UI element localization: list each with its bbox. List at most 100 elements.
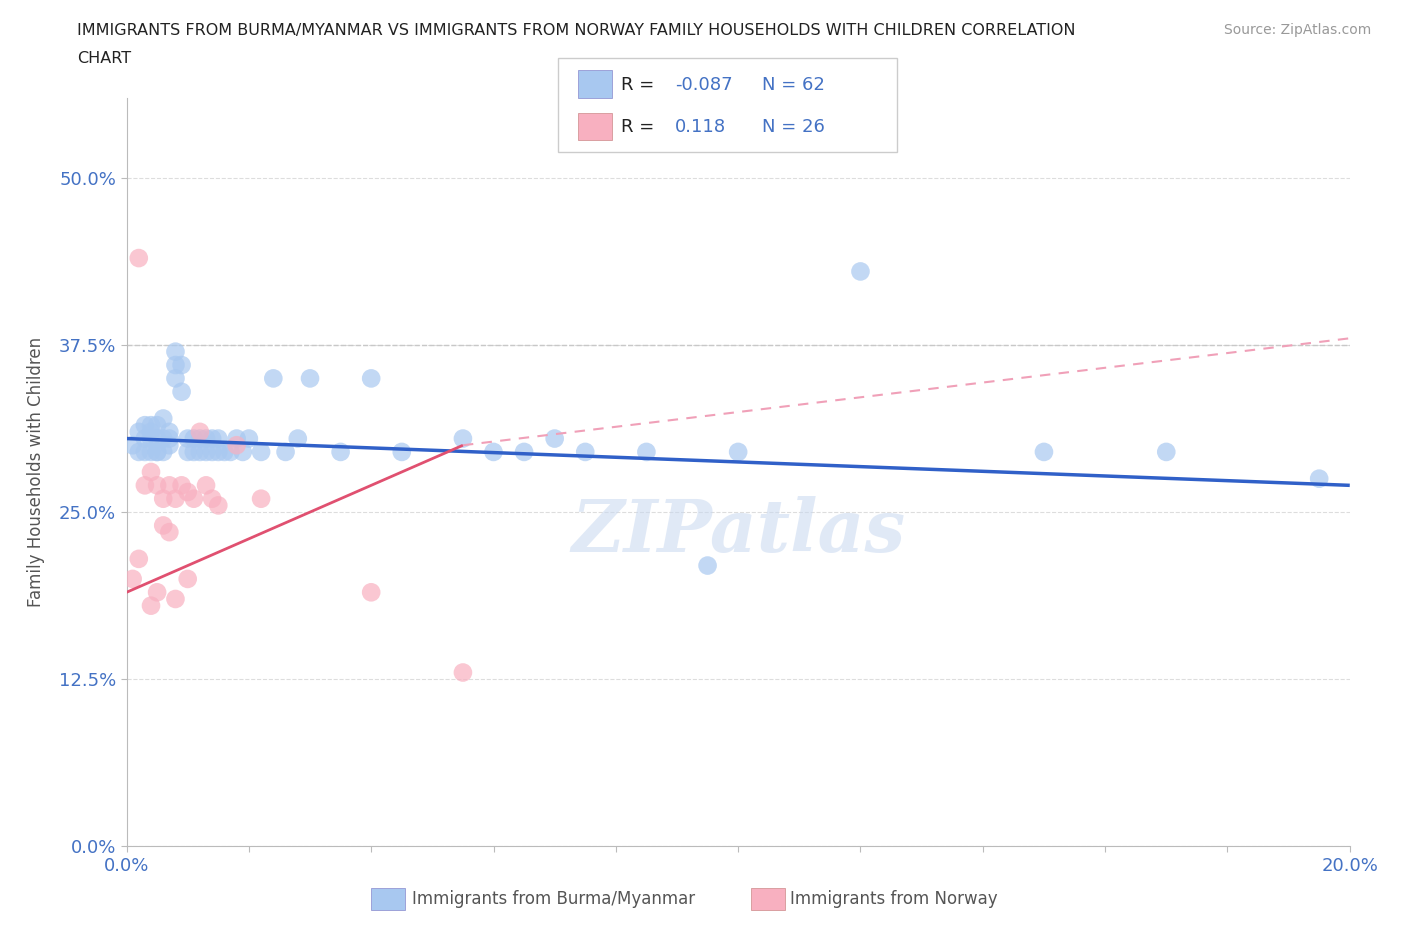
Point [195,432,218,446]
Point [139,598,162,613]
Text: IMMIGRANTS FROM BURMA/MYANMAR VS IMMIGRANTS FROM NORWAY FAMILY HOUSEHOLDS WITH C: IMMIGRANTS FROM BURMA/MYANMAR VS IMMIGRA… [77,23,1076,38]
Point [238,432,260,446]
Text: Source: ZipAtlas.com: Source: ZipAtlas.com [1223,23,1371,37]
Point [195,478,218,493]
Point [177,445,200,459]
Text: CHART: CHART [77,51,131,66]
Point [849,264,872,279]
Point [157,438,180,453]
Point [188,424,211,439]
Point [195,445,218,459]
Point [152,445,174,459]
Point [152,518,174,533]
Point [513,445,536,459]
Point [636,445,658,459]
Point [157,525,180,539]
Point [183,445,205,459]
Point [232,445,254,459]
Point [214,445,236,459]
Point [1033,445,1056,459]
Point [360,371,382,386]
Point [177,485,200,499]
Point [391,445,413,459]
Point [188,445,211,459]
Point [207,432,229,446]
Point [165,344,187,359]
Point [170,478,193,493]
Point [146,478,169,493]
Point [165,358,187,373]
Point [207,445,229,459]
Text: R =: R = [621,75,655,94]
Point [170,384,193,399]
Point [157,432,180,446]
Point [146,432,169,446]
Point [482,445,505,459]
Point [139,424,162,439]
Point [451,432,474,446]
Point [157,478,180,493]
Point [128,424,150,439]
Point [139,432,162,446]
Point [177,571,200,587]
Point [574,445,596,459]
Y-axis label: Family Households with Children: Family Households with Children [27,337,45,607]
Point [146,445,169,459]
Point [543,432,565,446]
Point [128,445,150,459]
Point [451,665,474,680]
Point [165,591,187,606]
Point [360,585,382,600]
Point [134,445,156,459]
Point [139,418,162,432]
Point [299,371,322,386]
Point [287,432,309,446]
Point [152,491,174,506]
Point [183,432,205,446]
Point [157,424,180,439]
Point [329,445,352,459]
Point [134,432,156,446]
Text: R =: R = [621,118,655,137]
Point [201,491,224,506]
Point [134,418,156,432]
Point [201,445,224,459]
Point [170,358,193,373]
Point [146,585,169,600]
Text: N = 26: N = 26 [762,118,825,137]
Text: ZIPatlas: ZIPatlas [571,497,905,567]
Text: Immigrants from Burma/Myanmar: Immigrants from Burma/Myanmar [412,890,695,909]
Point [219,445,242,459]
Point [250,491,273,506]
Point [1156,445,1178,459]
Point [183,491,205,506]
Text: -0.087: -0.087 [675,75,733,94]
Point [207,498,229,512]
Point [152,432,174,446]
Point [225,438,247,453]
Text: N = 62: N = 62 [762,75,825,94]
Point [121,438,143,453]
Point [134,478,156,493]
Point [128,551,150,566]
Point [146,418,169,432]
Point [165,491,187,506]
Point [262,371,284,386]
Point [146,445,169,459]
Point [225,432,247,446]
Point [274,445,297,459]
Point [165,371,187,386]
Text: 0.118: 0.118 [675,118,725,137]
Point [152,411,174,426]
Point [727,445,749,459]
Point [1308,472,1330,486]
Point [696,558,718,573]
Point [188,432,211,446]
Point [250,445,273,459]
Point [139,465,162,480]
Text: Immigrants from Norway: Immigrants from Norway [790,890,998,909]
Point [128,251,150,266]
Point [201,432,224,446]
Point [177,432,200,446]
Point [139,445,162,459]
